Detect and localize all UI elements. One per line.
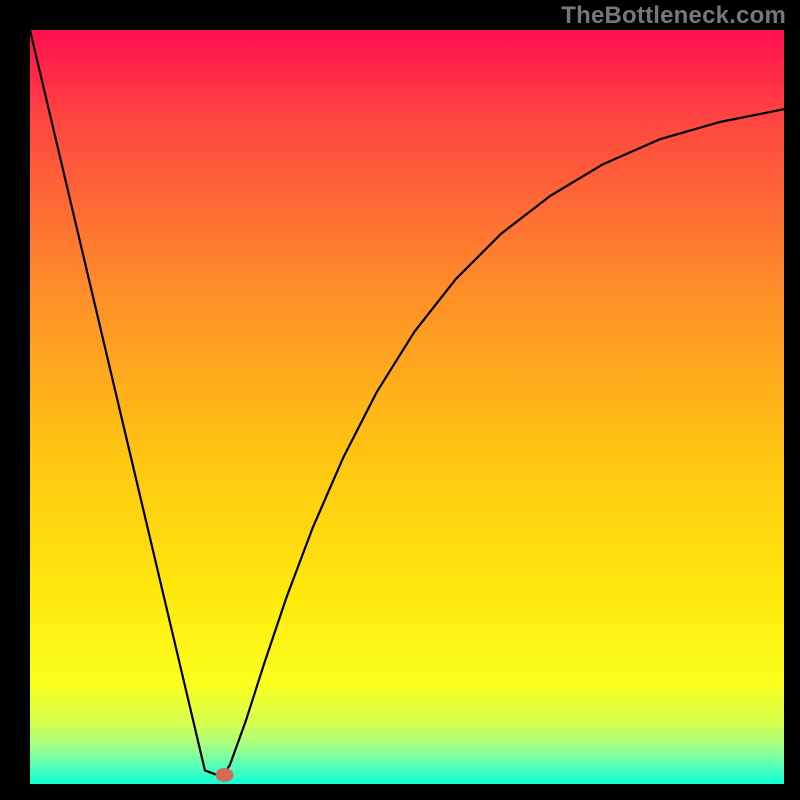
optimum-marker <box>216 768 234 782</box>
gradient-background <box>30 30 784 784</box>
chart-stage: TheBottleneck.com <box>0 0 800 800</box>
plot-area <box>30 30 784 784</box>
watermark-text: TheBottleneck.com <box>561 2 786 30</box>
